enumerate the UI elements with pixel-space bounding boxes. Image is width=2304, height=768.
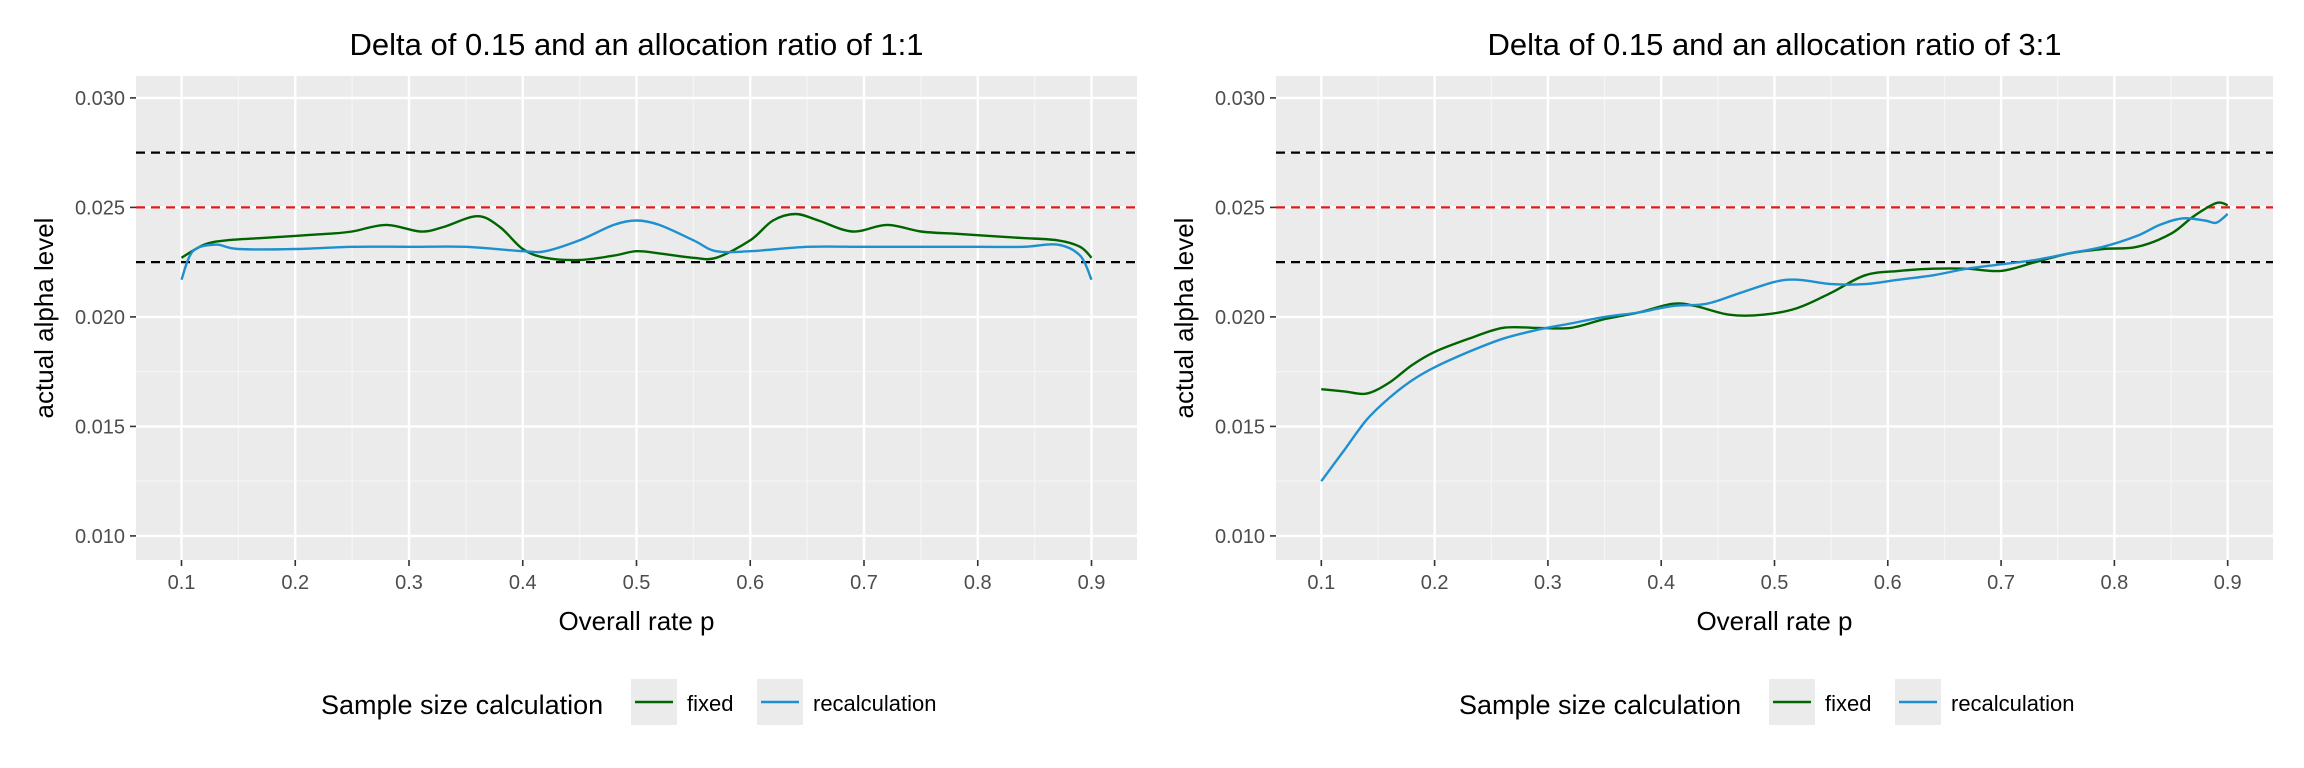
- series-line-recalculation: [180, 219, 1093, 281]
- x-tick-label: 0.5: [1761, 572, 1789, 594]
- x-tick-label: 0.4: [509, 572, 537, 594]
- chart-panel-right: 0.010 0.015 0.020 0.025 0.030 0.1 0.2 0.3 0.4 0.5…: [1169, 27, 2273, 636]
- y-tick-label: 0.025: [75, 197, 125, 219]
- x-tick-label: 0.1: [168, 572, 196, 594]
- x-tick-label: 0.7: [1987, 572, 2015, 594]
- y-tick-label: 0.030: [75, 88, 125, 110]
- x-tick-label: 0.9: [1078, 572, 1106, 594]
- chart-panel-left: 0.010 0.015 0.020 0.025 0.030 0.1 0.2 0.3 0.4 0.5…: [29, 27, 1137, 636]
- x-tick-label: 0.3: [395, 572, 423, 594]
- y-tick-label: 0.010: [75, 526, 125, 548]
- chart-title: Delta of 0.15 and an allocation ratio of…: [350, 27, 924, 62]
- x-axis-title: Overall rate p: [558, 606, 714, 636]
- y-axis-title: actual alpha level: [1169, 218, 1199, 419]
- y-tick-label: 0.020: [1215, 307, 1265, 329]
- legend-right: Sample size calculation fixed recalculatio…: [1459, 679, 2075, 725]
- x-tick-label: 0.6: [1874, 572, 1902, 594]
- y-tick-label: 0.010: [1215, 526, 1265, 548]
- x-tick-label: 0.4: [1647, 572, 1675, 594]
- legend-title: Sample size calculation: [1459, 690, 1741, 720]
- x-tick-label: 0.2: [1421, 572, 1449, 594]
- x-tick-label: 0.8: [964, 572, 992, 594]
- y-tick-label: 0.015: [75, 416, 125, 438]
- legend-left: Sample size calculation fixed recalculatio…: [321, 679, 937, 725]
- x-tick-label: 0.9: [2214, 572, 2242, 594]
- y-tick-label: 0.025: [1215, 197, 1265, 219]
- x-tick-label: 0.7: [850, 572, 878, 594]
- y-tick-label: 0.020: [75, 307, 125, 329]
- y-tick-label: 0.015: [1215, 416, 1265, 438]
- x-axis-title: Overall rate p: [1696, 606, 1852, 636]
- x-tick-label: 0.8: [2100, 572, 2128, 594]
- y-tick-label: 0.030: [1215, 88, 1265, 110]
- x-tick-label: 0.5: [623, 572, 651, 594]
- series-line-recalculation: [1320, 213, 2229, 482]
- y-axis-title: actual alpha level: [29, 218, 59, 419]
- x-tick-label: 0.2: [281, 572, 309, 594]
- legend-title: Sample size calculation: [321, 690, 603, 720]
- x-tick-label: 0.6: [736, 572, 764, 594]
- legend-label-recalculation: recalculation: [813, 691, 937, 716]
- legend-label-fixed: fixed: [1825, 691, 1871, 716]
- x-tick-label: 0.3: [1534, 572, 1562, 594]
- legend-label-fixed: fixed: [687, 691, 733, 716]
- x-tick-label: 0.1: [1307, 572, 1335, 594]
- chart-title: Delta of 0.15 and an allocation ratio of…: [1488, 27, 2062, 62]
- series-line-fixed: [180, 212, 1093, 262]
- legend-label-recalculation: recalculation: [1951, 691, 2075, 716]
- series-line-fixed: [1321, 201, 2229, 396]
